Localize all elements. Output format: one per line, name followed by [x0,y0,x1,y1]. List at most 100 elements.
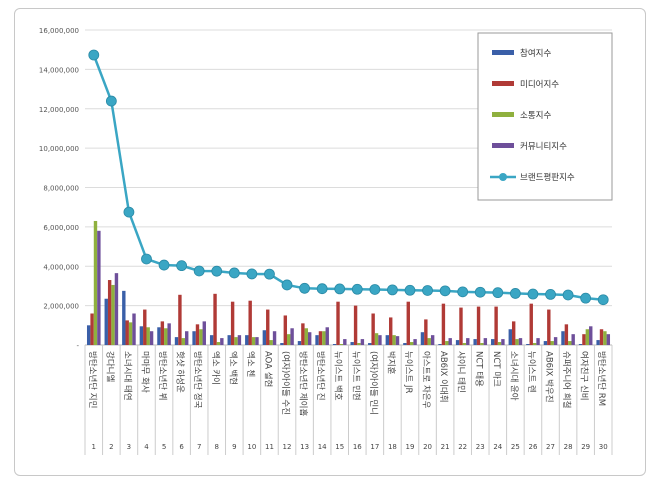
line-point [105,95,117,107]
legend-label: 소통지수 [520,111,551,121]
bar-미디어지수 [424,319,428,345]
x-rank-label: 2 [109,443,113,451]
bar-참여지수 [280,343,284,345]
y-tick-label: - [76,342,79,350]
bar-미디어지수 [230,301,235,345]
legend-label: 브랜드평판지수 [520,172,575,183]
x-rank-label: 21 [441,443,450,451]
bar-참여지수 [262,330,267,345]
bar-커뮤니티지수 [466,338,470,345]
x-category-label: 핫샷 하성운 [175,351,186,393]
bar-소통지수 [445,341,449,345]
x-rank-label: 8 [215,443,219,451]
line-point [246,268,258,280]
bar-커뮤니티지수 [185,331,189,345]
x-rank-label: 1 [92,443,96,451]
x-category-label: 마마무 화사 [139,351,149,393]
bar-소통지수 [304,328,308,345]
x-category-label: 뉴이스트 렌 [526,351,537,393]
x-rank-label: 15 [335,443,344,451]
bar-미디어지수 [582,334,586,345]
bar-커뮤니티지수 [413,339,417,345]
x-rank-label: 22 [458,443,467,451]
bar-미디어지수 [371,313,375,345]
bar-미디어지수 [143,309,147,345]
line-point [457,286,469,298]
x-category-label: 엑소 카이 [210,351,221,385]
line-point [422,285,433,296]
bar-미디어지수 [459,307,463,345]
bar-커뮤니티지수 [97,230,101,345]
bar-참여지수 [543,341,548,345]
line-point [88,49,100,61]
bar-참여지수 [561,331,565,345]
bar-미디어지수 [301,323,305,345]
chart-frame [14,8,646,476]
x-rank-label: 11 [265,443,274,451]
bar-미디어지수 [389,317,393,345]
line-point [316,283,328,295]
x-rank-label: 9 [232,443,236,451]
line-point [545,289,556,300]
line-point [281,279,293,291]
bar-미디어지수 [476,306,481,345]
line-point [176,260,188,272]
line-point [193,265,205,277]
bar-미디어지수 [178,294,182,345]
line-point [141,253,152,265]
bar-참여지수 [192,331,196,345]
bar-미디어지수 [90,313,94,345]
x-category-label: (여자)아이들 민니 [368,351,379,415]
x-rank-label: 4 [144,443,149,451]
bar-참여지수 [122,290,126,345]
line-point [580,292,592,304]
bar-커뮤니티지수 [307,332,312,345]
x-category-label: 방탄소년단 뷔 [157,351,168,401]
bar-커뮤니티지수 [272,331,277,345]
bar-참여지수 [491,339,495,345]
legend-label: 커뮤니티지수 [520,141,567,152]
x-category-label: 뉴이스트 민현 [350,351,361,401]
bar-참여지수 [245,335,249,345]
x-category-label: 방탄소년단 정국 [192,351,203,409]
line-point [439,285,451,297]
bar-미디어지수 [248,300,252,345]
bar-미디어지수 [160,321,165,345]
bar-커뮤니티지수 [167,323,171,345]
x-rank-label: 12 [283,443,292,451]
y-tick-label: 14,000,000 [39,66,79,74]
bar-참여지수 [86,325,91,345]
bar-커뮤니티지수 [606,334,611,345]
bar-미디어지수 [406,301,410,345]
line-point [123,206,135,218]
legend-swatch [492,81,514,86]
bar-커뮤니티지수 [255,337,259,345]
bar-미디어지수 [494,306,498,345]
bar-소통지수 [199,329,203,345]
y-tick-label: 6,000,000 [43,224,79,232]
bar-커뮤니티지수 [571,334,575,345]
bar-소통지수 [480,343,484,345]
x-rank-label: 27 [546,443,555,451]
x-rank-label: 14 [318,443,327,451]
x-category-label: NCT 태용 [473,351,483,387]
x-category-label: 뉴이스트 백호 [333,351,344,401]
bar-미디어지수 [107,280,112,345]
bar-소통지수 [251,337,256,345]
x-category-label: 엑소 백현 [227,351,238,385]
x-rank-label: 5 [162,443,166,451]
x-rank-label: 25 [511,443,520,451]
line-point [334,283,346,295]
bar-미디어지수 [599,329,604,345]
x-rank-label: 20 [423,443,432,451]
bar-소통지수 [128,322,133,345]
bar-소통지수 [181,338,186,345]
bar-커뮤니티지수 [290,328,294,345]
bar-소통지수 [409,342,414,345]
x-rank-label: 29 [581,443,590,451]
x-rank-label: 10 [247,443,256,451]
x-category-label: (여자)아이들 수진 [280,351,291,415]
bar-소통지수 [374,333,379,345]
